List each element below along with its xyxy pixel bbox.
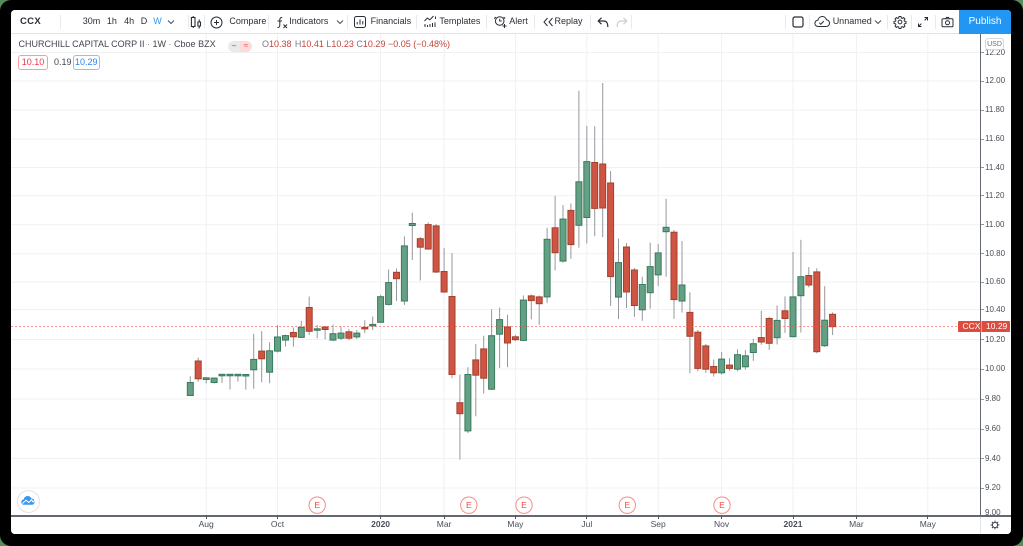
svg-text:E: E <box>521 500 527 510</box>
svg-text:E: E <box>624 500 630 510</box>
svg-text:E: E <box>719 500 725 510</box>
svg-text:E: E <box>314 500 320 510</box>
svg-text:E: E <box>466 500 472 510</box>
